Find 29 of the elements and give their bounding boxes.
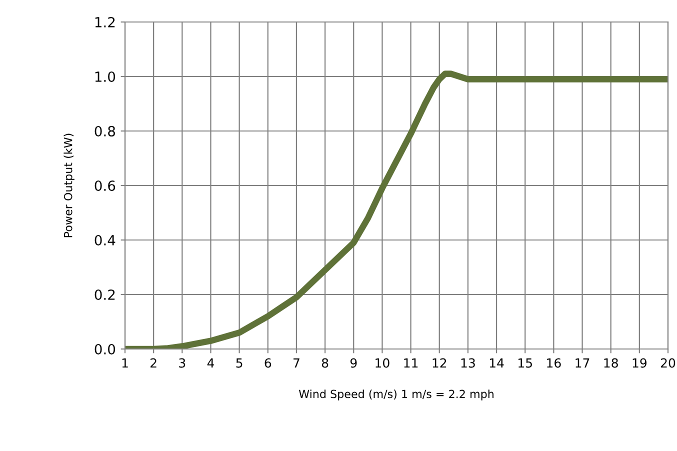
y-tick-label: 0.0 [94,344,116,354]
x-axis-title: Wind Speed (m/s) 1 m/s = 2.2 mph [298,390,494,400]
y-tick-label: 0.2 [94,289,115,300]
x-tick-label: 5 [236,358,242,368]
x-tick-label: 13 [461,358,475,368]
y-tick-label: 0.6 [94,180,116,191]
x-tick-label: 6 [264,358,272,368]
x-tick-label: 20 [660,358,676,368]
x-tick-label: 19 [632,358,646,368]
y-tick-label: 0.4 [94,234,116,246]
y-tick-label: 1.0 [95,71,116,82]
x-tick-label: 10 [376,358,390,368]
x-tick-label: 4 [207,358,214,368]
x-tick-label: 1 [122,358,128,368]
x-tick-label: 14 [490,358,504,368]
x-tick-label: 11 [404,358,418,368]
x-tick-label: 18 [604,358,618,368]
y-tick-label: 1.2 [95,16,115,28]
x-tick-label: 16 [547,358,561,368]
x-tick-label: 7 [294,358,300,368]
x-tick-label: 9 [350,358,357,368]
x-tick-label: 3 [179,358,186,368]
x-tick-label: 12 [432,358,446,368]
x-tick-label: 2 [150,358,156,368]
y-axis-title: Power Output (kW) [64,134,74,238]
x-tick-label: 8 [322,358,328,368]
x-tick-label: 17 [576,358,590,368]
y-tick-label: 0.8 [94,126,116,136]
x-tick-label: 15 [518,358,532,368]
